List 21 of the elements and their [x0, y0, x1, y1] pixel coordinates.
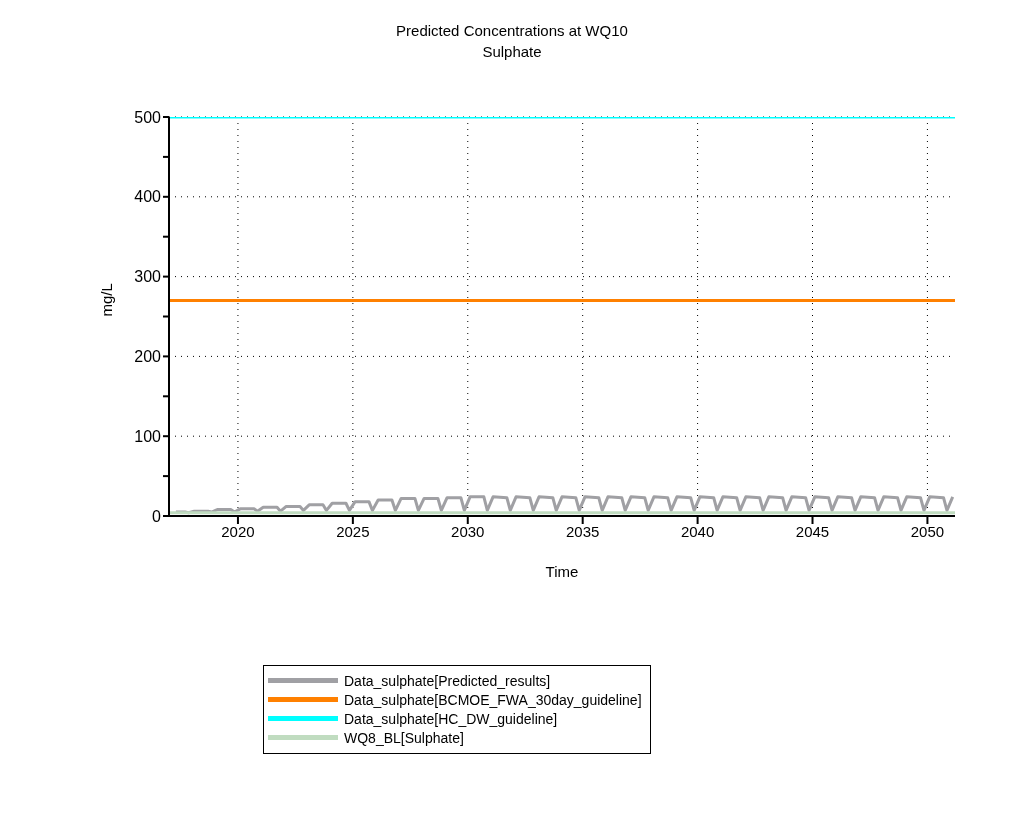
chart-subtitle: Sulphate — [481, 42, 543, 62]
x-tick-label: 2045 — [795, 522, 830, 540]
legend-label: Data_sulphate[Predicted_results] — [344, 672, 551, 689]
x-tick-label: 2030 — [451, 522, 485, 540]
y-axis-title: mg/L — [98, 283, 116, 317]
legend-label: WQ8_BL[Sulphate] — [344, 729, 464, 746]
y-tick-label: 400 — [134, 188, 162, 206]
legend-label: Data_sulphate[BCMOE_FWA_30day_guideline] — [344, 691, 642, 708]
x-axis-title: Time — [545, 562, 579, 580]
x-tick-label: 2020 — [221, 522, 255, 540]
x-tick-label: 2035 — [566, 522, 600, 540]
y-tick-label: 300 — [134, 268, 162, 286]
x-tick-label: 2040 — [680, 522, 715, 540]
y-tick-label: 0 — [152, 507, 162, 525]
chart-title: Predicted Concentrations at WQ10 — [395, 21, 629, 41]
legend-label: Data_sulphate[HC_DW_guideline] — [344, 710, 558, 727]
x-tick-label: 2050 — [910, 522, 945, 540]
x-tick-label: 2025 — [336, 522, 370, 540]
y-tick-label: 500 — [134, 108, 162, 126]
y-tick-label: 100 — [134, 427, 162, 445]
y-tick-label: 200 — [134, 348, 162, 366]
